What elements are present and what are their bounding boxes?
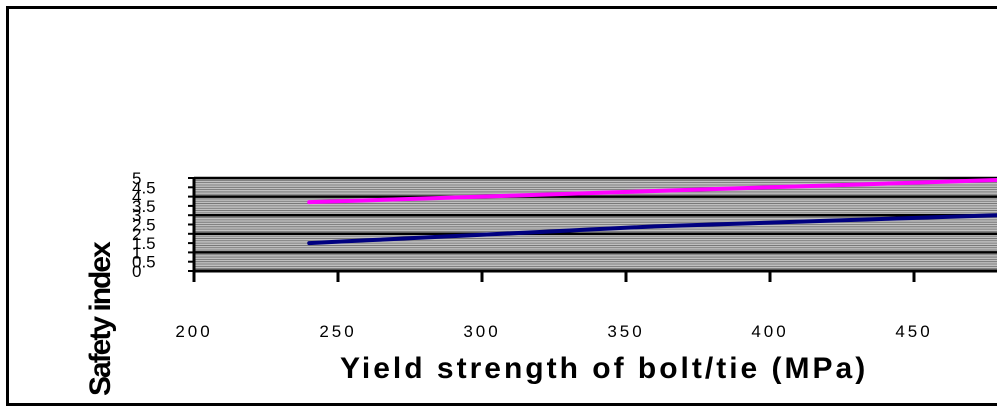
x-axis-title: Yield strength of bolt/tie (MPa)	[340, 352, 869, 385]
x-axis: 200 250 300 350 400 450	[175, 269, 997, 341]
y-tick-label: 1	[132, 243, 141, 262]
y-tick-label: 5	[132, 169, 141, 188]
y-tick-label: 3	[132, 206, 141, 225]
y-tick-label: 0.5	[132, 253, 156, 272]
x-tick-label: 450	[895, 322, 932, 341]
series-line-1	[307, 177, 997, 205]
y-tick-label: 3.5	[132, 197, 156, 216]
x-tick-label: 250	[319, 322, 356, 341]
series-lines	[307, 177, 997, 246]
y-tick-label: 2.5	[132, 216, 156, 235]
chart-svg: 00.511.522.533.544.55 200 250 300 350 400 450	[132, 169, 997, 341]
y-tick-label: 4	[132, 188, 141, 207]
series-line-2	[307, 213, 997, 246]
y-tick-label: 1.5	[132, 234, 156, 253]
y-axis: 00.511.522.533.544.55	[132, 169, 196, 281]
x-tick-label: 200	[175, 322, 212, 341]
x-tick-label: 400	[751, 322, 788, 341]
y-tick-label: 4.5	[132, 178, 156, 197]
y-tick-label: 0	[132, 262, 141, 281]
y-tick-label: 2	[132, 225, 141, 244]
x-tick-label: 350	[607, 322, 644, 341]
y-axis-title: Safety index	[84, 243, 117, 396]
x-tick-label: 300	[463, 322, 500, 341]
